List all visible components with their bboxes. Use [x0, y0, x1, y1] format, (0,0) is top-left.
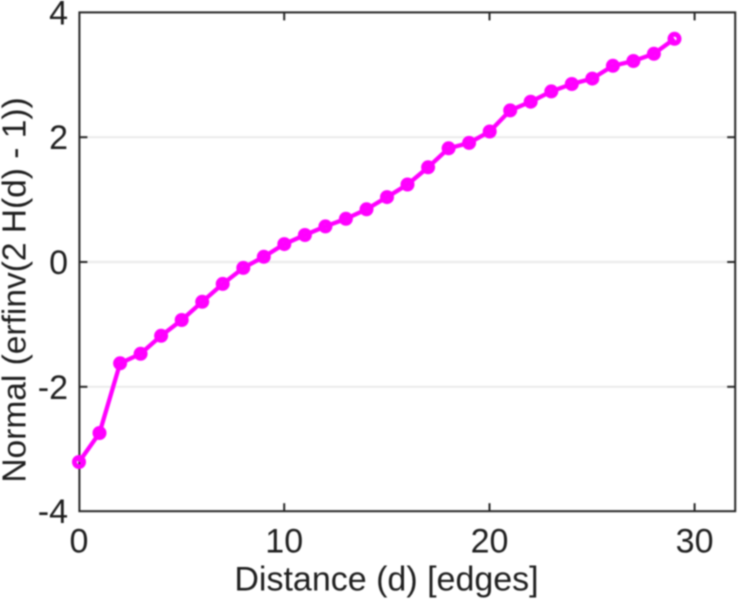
svg-text:Distance (d) [edges]: Distance (d) [edges]: [234, 561, 538, 599]
svg-text:0: 0: [49, 244, 68, 282]
svg-text:4: 4: [49, 0, 68, 32]
svg-text:2: 2: [49, 119, 68, 157]
svg-text:Normal (erfinv(2 H(d) - 1)): Normal (erfinv(2 H(d) - 1)): [0, 97, 34, 482]
svg-text:0: 0: [70, 523, 89, 561]
svg-text:20: 20: [471, 523, 509, 561]
svg-text:-2: -2: [38, 369, 68, 407]
svg-text:-4: -4: [38, 493, 68, 531]
svg-text:10: 10: [265, 523, 303, 561]
svg-text:30: 30: [676, 523, 714, 561]
